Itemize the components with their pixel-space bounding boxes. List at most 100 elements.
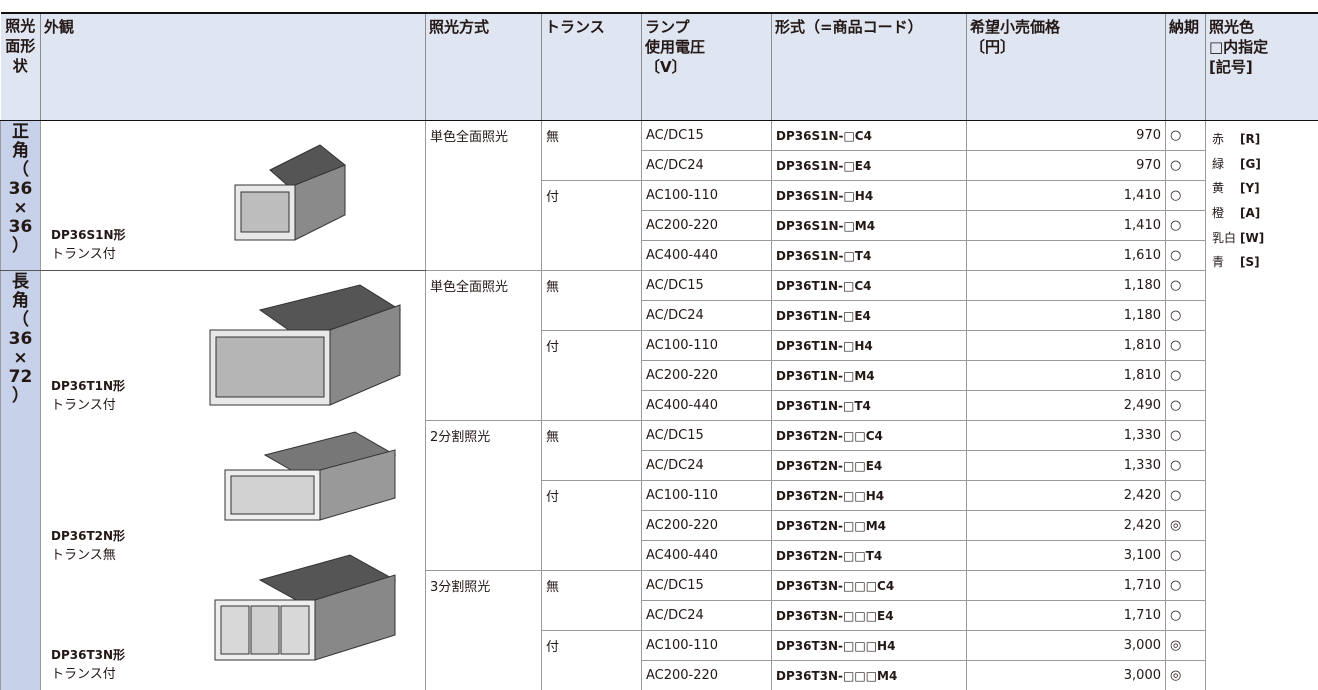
price-cell: 1,180 — [966, 270, 1166, 301]
color-name: 緑 — [1212, 156, 1225, 171]
table-row: AC400-440 DP36S1N-□T4 1,610 ○ — [1, 240, 1318, 271]
voltage-cell: AC/DC24 — [641, 450, 772, 481]
voltage-cell: AC200-220 — [641, 510, 772, 541]
header-price: 希望小売価格 〔円〕 — [966, 12, 1166, 121]
code-cell: DP36T2N-□□T4 — [771, 540, 967, 571]
transformer-cell: 無 — [541, 270, 642, 331]
table-row: AC400-440 DP36T2N-□□T4 3,100 ○ — [1, 540, 1318, 571]
lighting-cell: 2分割照光 — [425, 420, 542, 571]
delivery-cell: ○ — [1165, 270, 1206, 301]
voltage-cell: AC400-440 — [641, 540, 772, 571]
voltage-cell: AC/DC24 — [641, 150, 772, 181]
color-name: 青 — [1212, 255, 1225, 270]
lighting-cell: 単色全面照光 — [425, 270, 542, 421]
delivery-cell: ○ — [1165, 180, 1206, 211]
price-cell: 1,330 — [966, 450, 1166, 481]
delivery-cell: ◎ — [1165, 630, 1206, 661]
transformer-cell: 無 — [541, 420, 642, 481]
color-code: [A] — [1240, 206, 1261, 221]
table-body: 正角（36 × 36） DP36S1N形 トランス付 単色全面照光無 AC/DC15 DP36… — [0, 120, 1318, 690]
price-cell: 1,180 — [966, 300, 1166, 331]
transformer-cell: 付 — [541, 180, 642, 271]
header-text: 照光色 — [1209, 18, 1255, 36]
code-cell: DP36T2N-□□H4 — [771, 480, 967, 511]
voltage-cell: AC/DC24 — [641, 300, 772, 331]
code-cell: DP36T1N-□M4 — [771, 360, 967, 391]
header-code: 形式（=商品コード） — [771, 12, 967, 121]
price-cell: 1,410 — [966, 180, 1166, 211]
table-row: AC200-220 DP36T3N-□□□M4 3,000 ◎ — [1, 660, 1318, 690]
code-cell: DP36T2N-□□E4 — [771, 450, 967, 481]
transformer-cell: 無 — [541, 120, 642, 181]
price-cell: 1,710 — [966, 570, 1166, 601]
color-name: 乳白 — [1212, 230, 1237, 245]
color-item: 黄 [Y] — [1212, 176, 1318, 201]
code-cell: DP36T1N-□H4 — [771, 330, 967, 361]
price-cell: 970 — [966, 150, 1166, 181]
delivery-cell: ○ — [1165, 150, 1206, 181]
shape-cell: 長角（36 × 72） — [0, 270, 41, 690]
header-text: 希望小売価格 — [970, 18, 1061, 36]
price-cell: 970 — [966, 120, 1166, 151]
color-code: [Y] — [1240, 181, 1260, 196]
header-text: □内指定 — [1209, 38, 1269, 56]
shape-cell: 正角（36 × 36） — [0, 120, 41, 271]
header-text: 〔V〕 — [645, 58, 687, 76]
table-row: 正角（36 × 36） DP36S1N形 トランス付 単色全面照光無 AC/DC15 DP36… — [0, 120, 1318, 690]
delivery-cell: ○ — [1165, 450, 1206, 481]
transformer-cell: 無 — [541, 570, 642, 631]
delivery-cell: ○ — [1165, 540, 1206, 571]
voltage-cell: AC/DC15 — [641, 270, 772, 301]
code-cell: DP36T1N-□T4 — [771, 390, 967, 421]
voltage-cell: AC200-220 — [641, 210, 772, 241]
voltage-cell: AC100-110 — [641, 480, 772, 511]
color-code: [G] — [1240, 156, 1261, 171]
color-name: 黄 — [1212, 181, 1225, 196]
appearance-cell: DP36S1N形 トランス付 — [40, 120, 426, 271]
table-row: DP36T2N形 トランス無 2分割照光無 AC/DC15 DP36T2N-□□C4 1,… — [1, 420, 1318, 571]
color-item: 赤 [R] — [1212, 127, 1318, 152]
delivery-cell: ○ — [1165, 600, 1206, 631]
delivery-cell: ○ — [1165, 330, 1206, 361]
price-cell: 2,420 — [966, 510, 1166, 541]
table-row: AC200-220 DP36T1N-□M4 1,810 ○ — [1, 360, 1318, 391]
header-voltage: ランプ 使用電圧 〔V〕 — [641, 12, 772, 121]
delivery-cell: ○ — [1165, 480, 1206, 511]
color-code: [S] — [1240, 255, 1260, 270]
voltage-cell: AC400-440 — [641, 240, 772, 271]
table-row: 付 AC100-110 DP36T2N-□□H4 2,420 ○ — [1, 480, 1318, 571]
color-code: [W] — [1240, 230, 1265, 245]
code-cell: DP36S1N-□M4 — [771, 210, 967, 241]
price-cell: 1,710 — [966, 600, 1166, 631]
header-lighting: 照光方式 — [425, 12, 542, 121]
code-cell: DP36T3N-□□□C4 — [771, 570, 967, 601]
color-cell: 赤 [R] 緑 [G] 黄 [Y] 橙 [A] 乳白 [W] 青 [S] — [1205, 120, 1318, 690]
price-cell: 2,420 — [966, 480, 1166, 511]
delivery-cell: ○ — [1165, 420, 1206, 451]
transformer-cell: 付 — [541, 630, 642, 690]
price-cell: 2,490 — [966, 390, 1166, 421]
code-cell: DP36S1N-□C4 — [771, 120, 967, 151]
color-item: 橙 [A] — [1212, 201, 1318, 226]
model-note: トランス付 — [51, 247, 116, 262]
voltage-cell: AC100-110 — [641, 630, 772, 661]
price-cell: 1,810 — [966, 360, 1166, 391]
voltage-cell: AC400-440 — [641, 390, 772, 421]
code-cell: DP36T2N-□□M4 — [771, 510, 967, 541]
appearance-cell: DP36T1N形 トランス付 — [40, 270, 426, 421]
color-item: 青 [S] — [1212, 250, 1318, 275]
delivery-cell: ◎ — [1165, 660, 1206, 690]
header-text: [記号] — [1209, 58, 1253, 76]
voltage-cell: AC100-110 — [641, 180, 772, 211]
table-row: DP36T3N形 トランス付 3分割照光無 AC/DC15 DP36T3N-□□□C4 1… — [1, 570, 1318, 690]
appearance-cell: DP36T3N形 トランス付 — [40, 570, 426, 690]
table-row: AC/DC24 DP36T2N-□□E4 1,330 ○ — [1, 450, 1318, 481]
delivery-cell: ○ — [1165, 240, 1206, 271]
price-cell: 3,000 — [966, 630, 1166, 661]
model-name: DP36T3N形 — [51, 648, 126, 662]
header-row: 照光面形状 外観 照光方式 トランス ランプ 使用電圧 〔V〕 形式（=商品コード）… — [0, 12, 1318, 121]
model-name: DP36S1N形 — [51, 228, 126, 242]
header-color: 照光色 □内指定 [記号] — [1205, 12, 1318, 121]
model-note: トランス無 — [51, 547, 116, 563]
